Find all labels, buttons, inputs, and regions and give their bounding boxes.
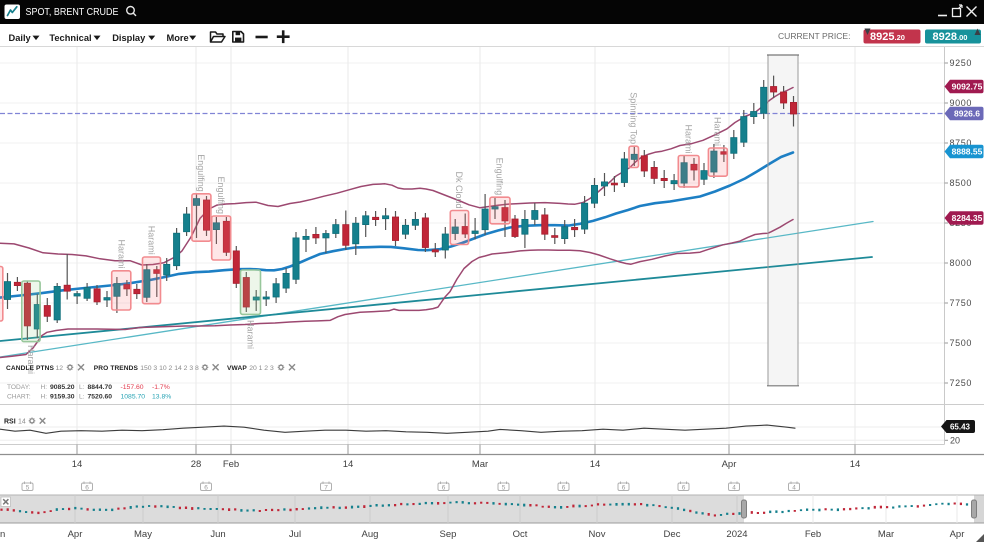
svg-text:Mar: Mar	[878, 529, 894, 540]
svg-text:14: 14	[343, 459, 354, 470]
svg-text:8000: 8000	[950, 258, 972, 268]
svg-text:SPOT, BRENT CRUDE: SPOT, BRENT CRUDE	[26, 7, 119, 18]
svg-text:7: 7	[324, 484, 328, 491]
svg-text:9092.75: 9092.75	[952, 82, 983, 92]
svg-text:Harami: Harami	[246, 320, 256, 349]
svg-text:RSI: RSI	[4, 419, 16, 426]
svg-text:Display: Display	[112, 33, 146, 43]
svg-text:12: 12	[56, 365, 64, 372]
svg-text:20 1 2 3: 20 1 2 3	[249, 365, 274, 372]
svg-text:6: 6	[204, 484, 208, 491]
svg-text:8888.55: 8888.55	[952, 147, 983, 157]
svg-text:Feb: Feb	[223, 459, 239, 470]
svg-text:13.8%: 13.8%	[152, 394, 171, 401]
svg-text:6: 6	[562, 484, 566, 491]
svg-text:8500: 8500	[950, 178, 972, 188]
svg-text:8928.00: 8928.00	[933, 31, 968, 43]
svg-text:Apr: Apr	[68, 529, 83, 540]
svg-text:6: 6	[622, 484, 626, 491]
svg-text:14: 14	[850, 459, 861, 470]
svg-text:1085.70: 1085.70	[121, 394, 146, 401]
svg-text:Spinning Top: Spinning Top	[629, 92, 639, 144]
svg-text:Aug: Aug	[362, 529, 379, 540]
svg-text:Nov: Nov	[589, 529, 606, 540]
svg-text:7750: 7750	[950, 298, 972, 308]
svg-text:7520.60: 7520.60	[88, 394, 113, 401]
svg-text:H:: H:	[41, 384, 48, 391]
svg-text:Dk Cloud: Dk Cloud	[454, 171, 464, 208]
svg-text:Jul: Jul	[289, 529, 301, 540]
svg-text:Feb: Feb	[805, 529, 821, 540]
svg-text:Jun: Jun	[210, 529, 225, 540]
svg-text:6: 6	[442, 484, 446, 491]
svg-text:9000: 9000	[950, 98, 972, 108]
svg-text:2024: 2024	[726, 529, 747, 540]
svg-text:20: 20	[950, 435, 960, 445]
svg-text:4: 4	[732, 484, 736, 491]
svg-text:Engulfing: Engulfing	[216, 176, 226, 214]
svg-text:Technical: Technical	[49, 33, 91, 43]
svg-text:150 3 10 2 14 2 3 8: 150 3 10 2 14 2 3 8	[140, 365, 199, 372]
svg-text:Harami: Harami	[117, 239, 127, 268]
svg-text:May: May	[134, 529, 152, 540]
svg-text:14: 14	[590, 459, 601, 470]
svg-text:Harami: Harami	[684, 124, 694, 153]
svg-text:Oct: Oct	[513, 529, 528, 540]
svg-text:CURRENT PRICE:: CURRENT PRICE:	[778, 31, 851, 41]
svg-text:7250: 7250	[950, 378, 972, 388]
svg-text:14: 14	[72, 459, 83, 470]
svg-text:Sep: Sep	[440, 529, 457, 540]
svg-text:n: n	[0, 529, 5, 540]
svg-text:Mar: Mar	[472, 459, 488, 470]
svg-text:9085.20: 9085.20	[50, 384, 75, 391]
svg-text:Engulfing: Engulfing	[495, 158, 505, 196]
svg-text:8750: 8750	[950, 138, 972, 148]
svg-text:Apr: Apr	[950, 529, 965, 540]
svg-text:Harami: Harami	[147, 226, 157, 255]
svg-text:7500: 7500	[950, 338, 972, 348]
svg-text:Apr: Apr	[722, 459, 737, 470]
svg-text:Harami: Harami	[713, 117, 723, 146]
svg-text:-157.60: -157.60	[121, 384, 144, 391]
svg-text:PRO TRENDS: PRO TRENDS	[94, 365, 139, 372]
svg-text:8925.20: 8925.20	[870, 31, 905, 43]
svg-text:Dec: Dec	[664, 529, 681, 540]
svg-text:CHART:: CHART:	[7, 394, 31, 401]
svg-text:-1.7%: -1.7%	[152, 384, 170, 391]
svg-text:Engulfing: Engulfing	[196, 154, 206, 192]
svg-text:5: 5	[502, 484, 506, 491]
svg-text:L:: L:	[79, 394, 85, 401]
svg-text:8926.6: 8926.6	[954, 109, 980, 119]
svg-text:Daily: Daily	[9, 33, 32, 43]
svg-text:28: 28	[191, 459, 202, 470]
svg-text:9250: 9250	[950, 58, 972, 68]
svg-text:14: 14	[18, 419, 26, 426]
svg-text:H:: H:	[41, 394, 48, 401]
svg-text:9159.30: 9159.30	[50, 394, 75, 401]
svg-text:4: 4	[792, 484, 796, 491]
svg-text:6: 6	[682, 484, 686, 491]
svg-text:6: 6	[85, 484, 89, 491]
svg-text:VWAP: VWAP	[227, 365, 247, 372]
svg-text:8844.70: 8844.70	[88, 384, 113, 391]
svg-text:5: 5	[26, 484, 30, 491]
svg-text:Harami: Harami	[26, 345, 36, 374]
svg-text:TODAY:: TODAY:	[7, 384, 31, 391]
svg-text:65.43: 65.43	[950, 423, 971, 432]
svg-text:L:: L:	[79, 384, 85, 391]
svg-text:CANDLE PTNS: CANDLE PTNS	[6, 365, 54, 372]
svg-text:8284.35: 8284.35	[952, 213, 983, 223]
svg-text:More: More	[167, 33, 189, 43]
